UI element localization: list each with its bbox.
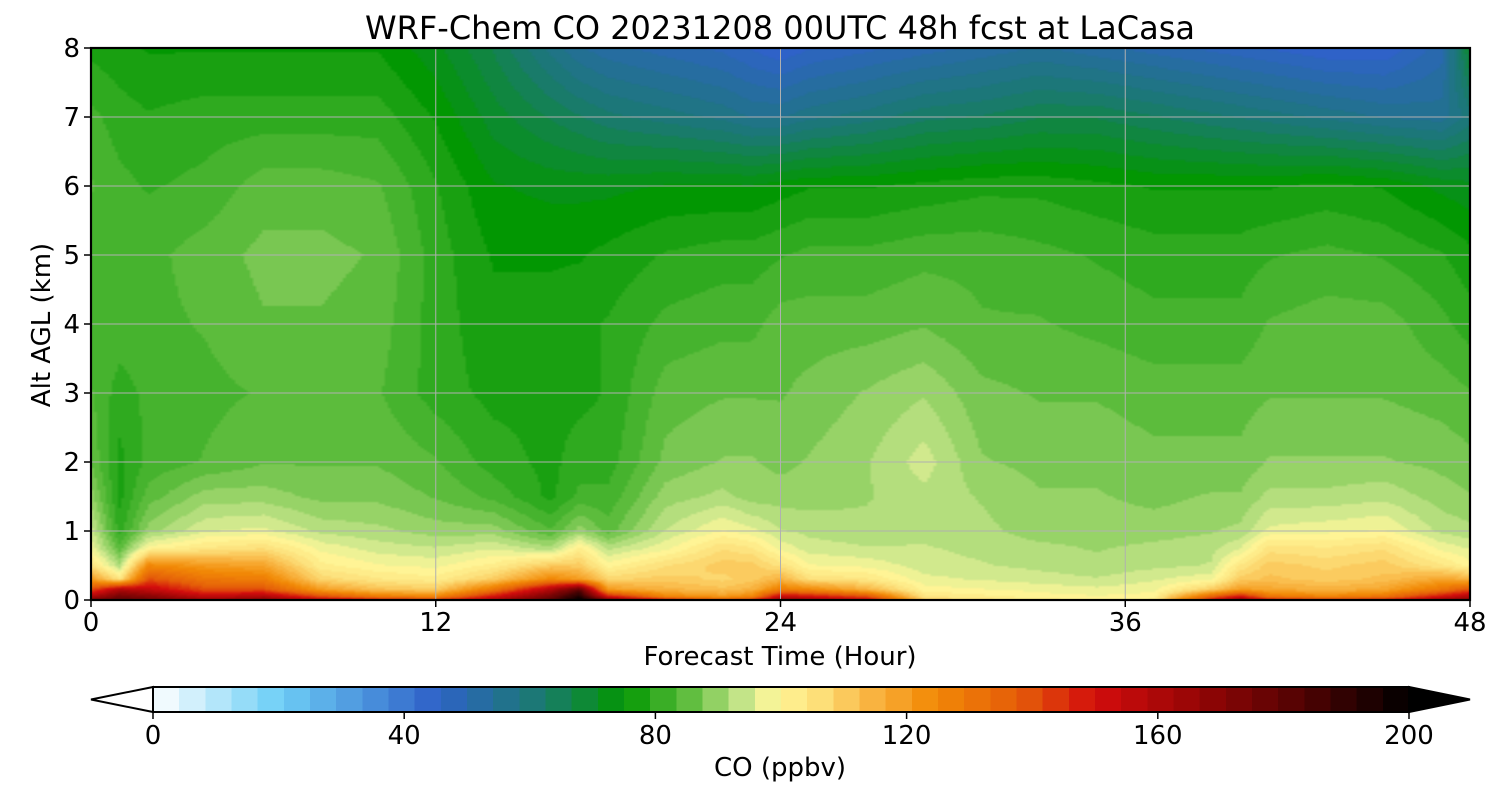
x-tick-label: 12 xyxy=(419,608,452,638)
x-tick-label: 0 xyxy=(83,608,100,638)
colorbar-frame xyxy=(152,686,1410,713)
colorbar-ticks: 0 40 80 120 160 200 xyxy=(145,712,1434,751)
y-tick-label: 8 xyxy=(63,34,80,64)
y-axis: 0 1 2 3 4 5 6 7 8 xyxy=(63,34,91,616)
colorbar-extend-low xyxy=(90,685,154,714)
y-tick-label: 2 xyxy=(63,448,80,478)
y-axis-label: Alt AGL (km) xyxy=(27,243,57,407)
y-tick-label: 5 xyxy=(63,241,80,271)
x-tick-label: 48 xyxy=(1453,608,1486,638)
x-tick-label: 36 xyxy=(1109,608,1142,638)
y-tick-label: 4 xyxy=(63,310,80,340)
colorbar-tick-label: 80 xyxy=(639,721,672,751)
x-tick-label: 24 xyxy=(764,608,797,638)
colorbar-tick-label: 160 xyxy=(1133,721,1183,751)
y-tick-label: 7 xyxy=(63,103,80,133)
y-tick-label: 3 xyxy=(63,379,80,409)
chart-title: WRF-Chem CO 20231208 00UTC 48h fcst at L… xyxy=(365,9,1195,47)
colorbar-tick-label: 40 xyxy=(388,721,421,751)
x-axis: 0 12 24 36 48 xyxy=(83,600,1487,638)
y-tick-label: 0 xyxy=(63,586,80,616)
x-axis-label: Forecast Time (Hour) xyxy=(643,642,916,672)
y-tick-label: 6 xyxy=(63,172,80,202)
colorbar-tick-label: 0 xyxy=(145,721,162,751)
y-tick-label: 1 xyxy=(63,517,80,547)
colorbar-tick-label: 120 xyxy=(882,721,932,751)
colorbar-extend-high xyxy=(1408,685,1471,714)
colorbar: 0 40 80 120 160 200 CO (ppbv) xyxy=(90,685,1471,783)
colorbar-label: CO (ppbv) xyxy=(714,753,846,783)
grid-lines xyxy=(91,48,1470,600)
colorbar-tick-label: 200 xyxy=(1384,721,1434,751)
colorbar-ramp xyxy=(153,687,1409,712)
